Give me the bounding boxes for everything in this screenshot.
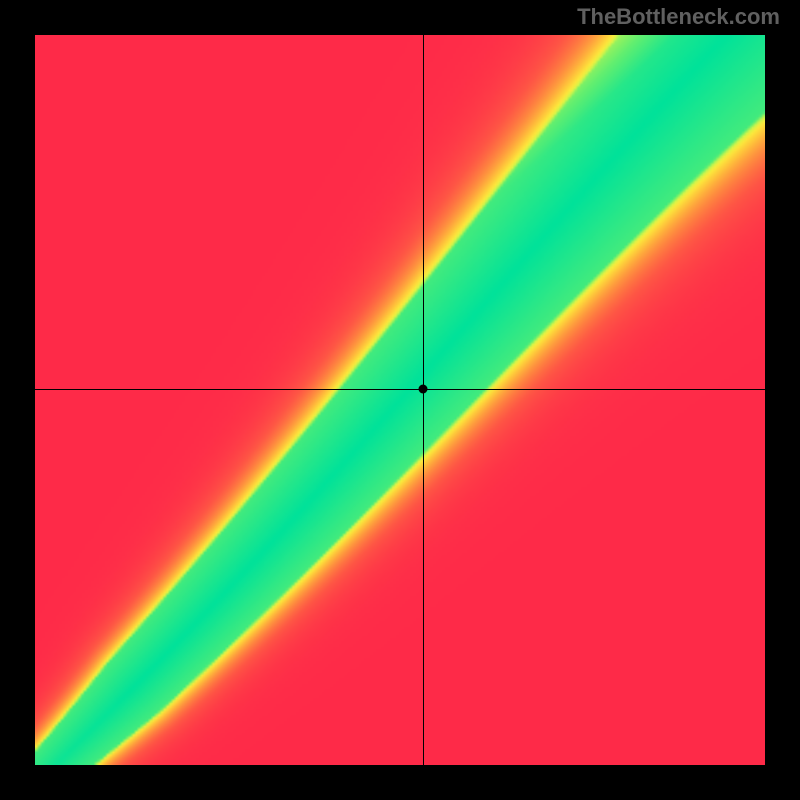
chart-container: TheBottleneck.com — [0, 0, 800, 800]
crosshair-horizontal — [35, 389, 765, 390]
watermark-text: TheBottleneck.com — [577, 4, 780, 30]
bottleneck-heatmap-canvas — [35, 35, 765, 765]
crosshair-vertical — [423, 35, 424, 765]
crosshair-marker-dot — [419, 385, 428, 394]
